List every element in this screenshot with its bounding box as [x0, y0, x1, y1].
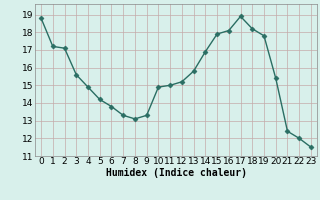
X-axis label: Humidex (Indice chaleur): Humidex (Indice chaleur) — [106, 168, 246, 178]
